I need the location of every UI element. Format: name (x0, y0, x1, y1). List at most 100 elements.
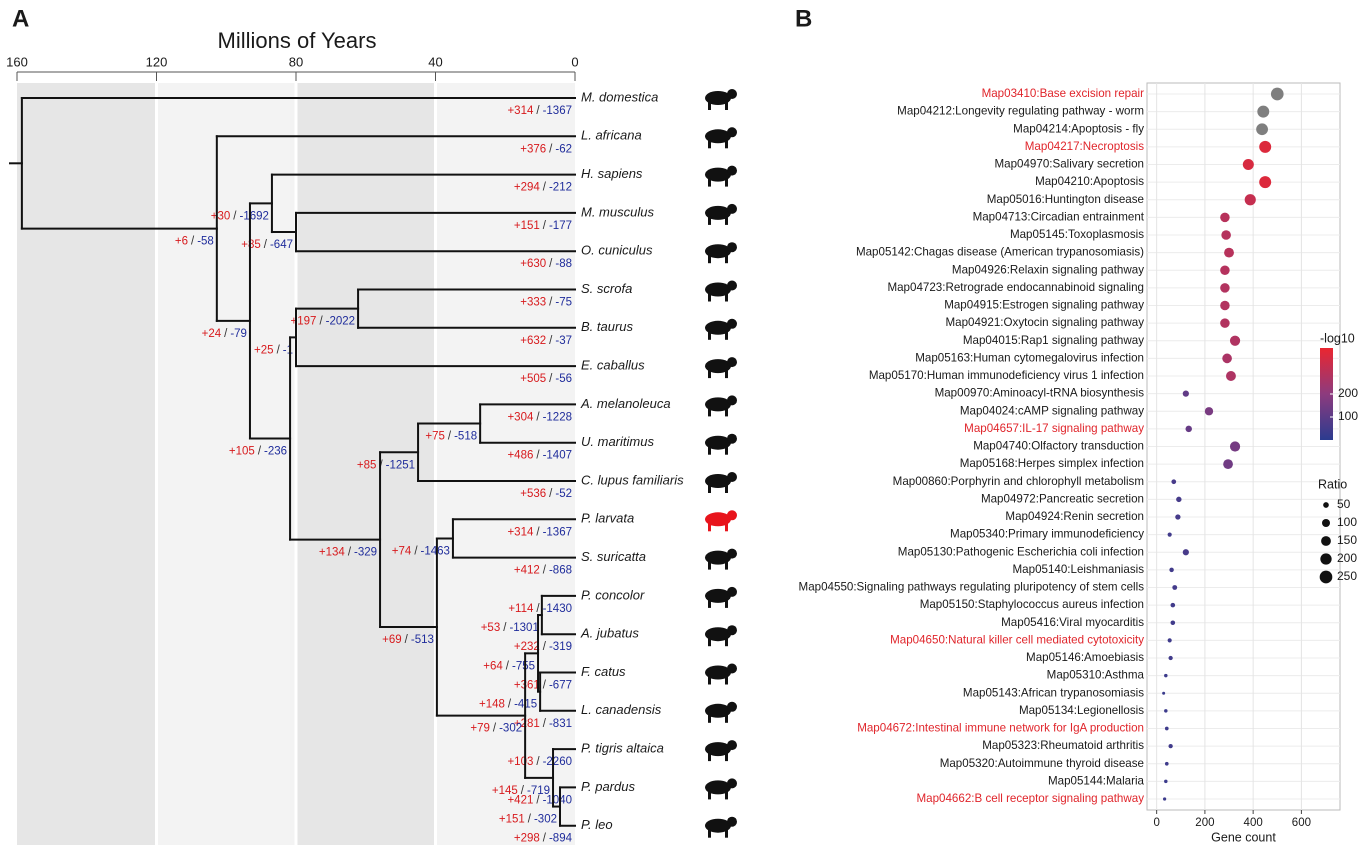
icon-leg (708, 753, 711, 762)
legend-dot (1323, 502, 1329, 508)
dot (1171, 479, 1177, 485)
loss: -1407 (543, 450, 572, 462)
dot (1168, 655, 1173, 661)
gain: +632 (520, 335, 546, 347)
species-icon (705, 318, 737, 340)
icon-head (727, 701, 737, 712)
legend-dot (1322, 519, 1330, 527)
gain-loss-label: +314/-1367 (507, 105, 572, 117)
category-label: Map04214:Apoptosis - fly (1013, 122, 1144, 135)
separator: / (528, 814, 532, 826)
separator: / (348, 547, 352, 559)
loss: -1430 (543, 603, 572, 615)
dot (1167, 638, 1172, 643)
gain-loss-label: +412/-868 (514, 565, 572, 577)
gain-loss-label: +134/-329 (319, 547, 377, 559)
category-label: Map05140:Leishmaniasis (1013, 563, 1145, 576)
species-icon (705, 586, 737, 608)
dot (1167, 532, 1172, 537)
species-icon (705, 357, 737, 379)
separator: / (379, 459, 383, 471)
gain-loss-label: +232/-319 (514, 641, 572, 653)
icon-leg (708, 485, 711, 493)
gain: +333 (520, 297, 546, 309)
category-label: Map05163:Human cytomegalovirus infection (915, 351, 1144, 364)
icon-head (727, 625, 737, 636)
gain: +376 (520, 143, 546, 155)
icon-head (727, 357, 737, 368)
category-label: Map05143:African trypanosomiasis (963, 686, 1144, 699)
gain-loss-label: +294/-212 (514, 182, 572, 194)
dot (1223, 459, 1233, 469)
species-icon (705, 663, 737, 685)
gain-loss-label: +6/-58 (175, 236, 214, 248)
icon-leg (725, 829, 728, 838)
legend-title: Ratio (1318, 477, 1347, 491)
icon-body (705, 703, 731, 718)
icon-leg (708, 216, 711, 225)
dot (1224, 247, 1234, 258)
separator: / (549, 143, 553, 155)
icon-leg (708, 293, 711, 302)
icon-body (705, 397, 731, 412)
loss: -1301 (509, 622, 538, 634)
x-tick-label: 160 (6, 54, 28, 69)
gain-loss-label: +64/-755 (483, 660, 535, 672)
gain-loss-label: +79/-302 (470, 723, 522, 735)
separator: / (543, 680, 547, 692)
gain: +505 (520, 373, 546, 385)
loss: -52 (555, 488, 572, 500)
gain: +197 (291, 316, 317, 328)
gain: +314 (507, 105, 534, 117)
dot (1164, 726, 1169, 731)
loss: -329 (354, 547, 377, 559)
gain-loss-label: +486/-1407 (507, 450, 572, 462)
gain: +281 (514, 718, 540, 730)
category-label: Map05144:Malaria (1048, 774, 1145, 787)
loss: -1367 (543, 105, 572, 117)
species-name: A. jubatus (580, 626, 639, 641)
icon-leg (725, 178, 728, 187)
gain: +361 (514, 680, 540, 692)
x-tick-label: 200 (1195, 817, 1214, 829)
category-label: Map05130:Pathogenic Escherichia coli inf… (898, 545, 1144, 558)
category-label: Map04926:Relaxin signaling pathway (952, 263, 1144, 276)
species-name: P. tigris altaica (581, 741, 664, 756)
loss: -1367 (543, 526, 572, 538)
icon-head (727, 127, 737, 138)
category-label: Map04915:Estrogen signaling pathway (944, 299, 1144, 312)
separator: / (258, 446, 262, 458)
species-name: E. caballus (581, 358, 645, 373)
legend-label: 50 (1337, 497, 1351, 511)
color-bar (1320, 348, 1333, 440)
category-label: Map04713:Circadian entrainment (973, 210, 1145, 223)
species-icon (705, 472, 737, 493)
gain-loss-label: +69/-513 (382, 634, 434, 646)
loss: -1692 (240, 210, 269, 222)
dot (1229, 441, 1241, 452)
gain-loss-label: +30/-1692 (211, 210, 269, 222)
category-label: Map04550:Signaling pathways regulating p… (799, 581, 1145, 594)
icon-body (705, 818, 731, 833)
icon-body (705, 359, 731, 374)
loss: -2022 (326, 316, 355, 328)
icon-leg (725, 102, 728, 110)
category-label: Map05016:Huntington disease (987, 193, 1144, 206)
x-tick-label: 600 (1292, 817, 1311, 829)
dot (1244, 194, 1256, 206)
species-name: L. africana (581, 128, 642, 143)
icon-head (727, 318, 737, 329)
species-name: P. leo (581, 817, 613, 832)
legend-title: -log10 (1320, 331, 1355, 345)
gain: +30 (211, 210, 231, 222)
dot (1225, 371, 1236, 381)
species-icon (705, 203, 737, 225)
separator: / (536, 756, 540, 768)
species-icon (705, 625, 737, 647)
gain-loss-label: +25/-1 (254, 344, 293, 356)
category-label: Map04662:B cell receptor signaling pathw… (916, 792, 1144, 805)
gain: +74 (392, 545, 412, 557)
icon-leg (725, 714, 728, 723)
legend-tick-label: 200 (1338, 386, 1358, 400)
